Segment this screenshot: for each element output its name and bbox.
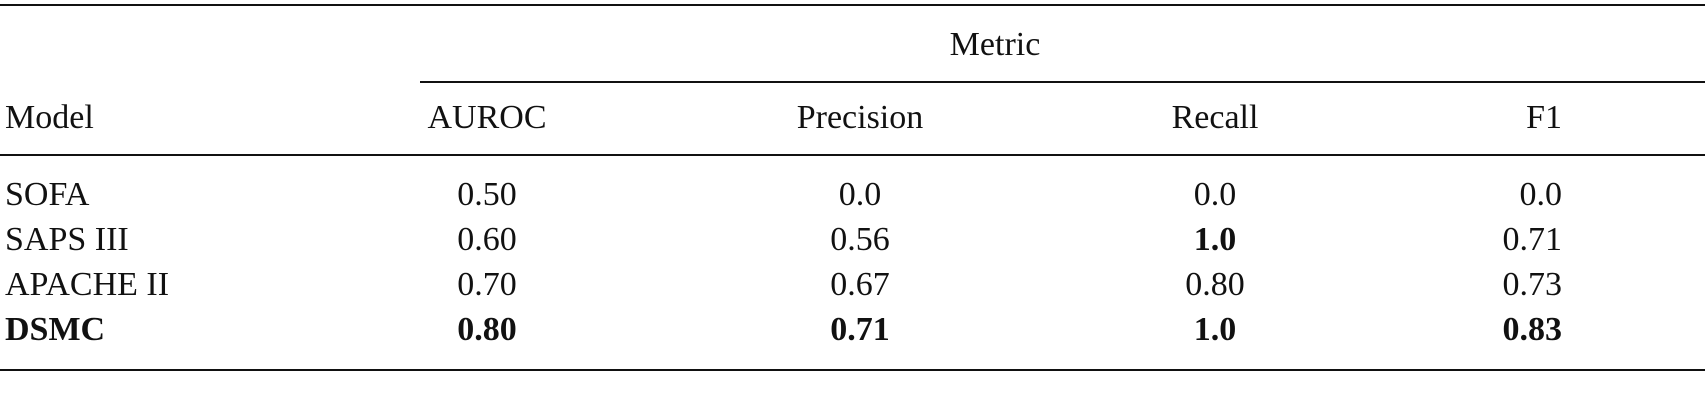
table-cell: 0.0 (1193, 176, 1237, 213)
row-label: APACHE II (5, 266, 170, 303)
table-cell: 0.73 (1502, 266, 1563, 303)
table-cell: 0.50 (457, 176, 517, 213)
table-cell: 0.67 (830, 266, 890, 303)
table-cell: 0.60 (457, 221, 517, 258)
table-cell: 1.0 (1193, 221, 1237, 258)
row-label: SAPS III (5, 221, 129, 258)
column-header: Model (5, 99, 94, 136)
table-cell: 0.70 (457, 266, 517, 303)
table-cell: 0.83 (1502, 311, 1563, 348)
row-label: SOFA (5, 176, 90, 213)
group-rule (420, 81, 1705, 83)
table-cell: 0.80 (457, 311, 517, 348)
column-header: F1 (1526, 99, 1562, 136)
column-header: Recall (1171, 99, 1259, 136)
bottom-rule (0, 369, 1705, 371)
row-label: DSMC (5, 311, 106, 348)
column-header: Precision (796, 99, 924, 136)
table-cell: 0.80 (1185, 266, 1245, 303)
table-cell: 0.71 (830, 311, 890, 348)
table-cell: 1.0 (1193, 311, 1237, 348)
header-rule (0, 154, 1705, 156)
table-cell: 0.71 (1502, 221, 1563, 258)
table-cell: 0.56 (830, 221, 890, 258)
table-cell: 0.0 (1519, 176, 1563, 213)
top-rule (0, 4, 1705, 6)
table-cell: 0.0 (838, 176, 882, 213)
group-header: Metric (949, 26, 1041, 63)
column-header: AUROC (427, 99, 547, 136)
